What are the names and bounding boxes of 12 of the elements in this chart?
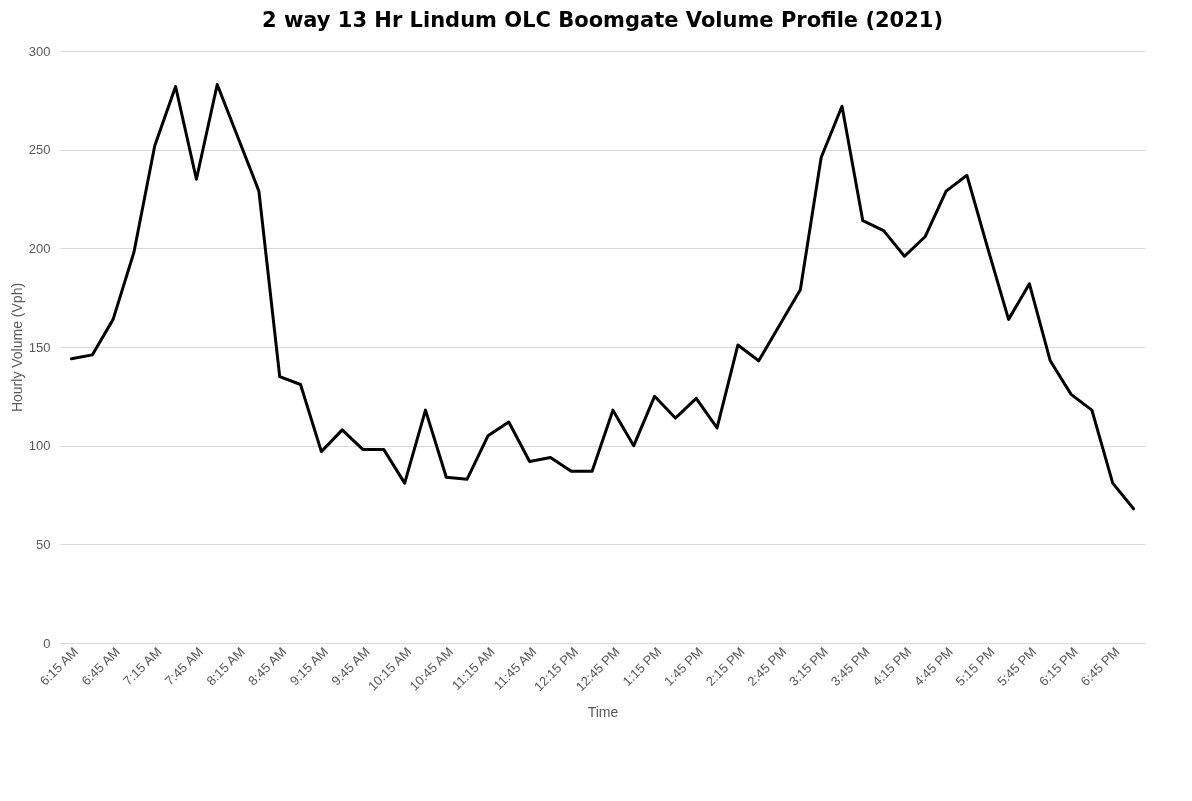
y-axis-title: Hourly Volume (Vph) bbox=[8, 282, 25, 413]
y-tick-label: 50 bbox=[36, 536, 51, 552]
chart-title: 2 way 13 Hr Lindum OLC Boomgate Volume Profile (2021) bbox=[261, 8, 944, 32]
y-tick-label: 100 bbox=[28, 438, 51, 454]
line-series bbox=[69, 83, 1136, 511]
y-tick-label: 0 bbox=[43, 635, 51, 651]
x-axis-title: Time bbox=[587, 704, 619, 721]
y-tick-label: 250 bbox=[28, 142, 51, 158]
y-tick-label: 300 bbox=[28, 43, 51, 59]
y-tick-label: 200 bbox=[28, 240, 51, 256]
y-tick-label: 150 bbox=[28, 339, 51, 355]
x-tick-label: 6:45 AM bbox=[78, 644, 123, 689]
